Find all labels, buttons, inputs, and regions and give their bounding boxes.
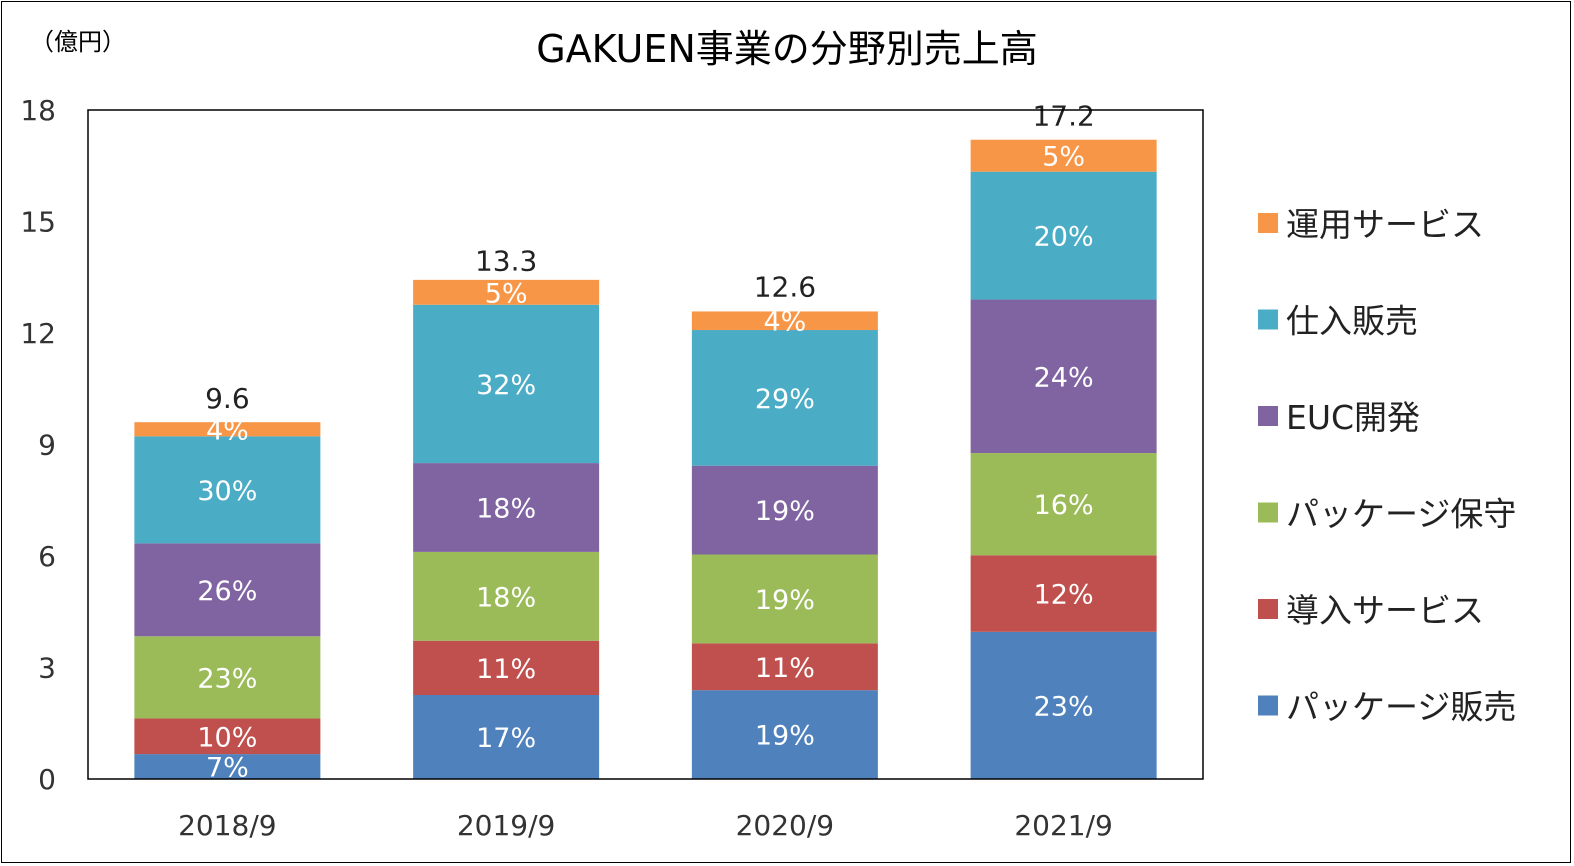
- bar-segment: [134, 718, 321, 755]
- legend-label: 運用サービス: [1286, 205, 1484, 244]
- bar-segment: [134, 436, 321, 544]
- bar-segment: [970, 453, 1157, 556]
- y-tick-label: 9: [38, 429, 56, 462]
- legend-label: 導入サービス: [1286, 591, 1484, 630]
- segment-percent-label: 29%: [755, 384, 815, 415]
- segment-percent-label: 4%: [763, 307, 806, 338]
- segment-percent-label: 4%: [206, 415, 249, 446]
- legend-swatch: [1258, 213, 1278, 233]
- bar-segment: [134, 422, 321, 437]
- legend-label: パッケージ保守: [1286, 495, 1516, 534]
- bar-segment: [970, 299, 1157, 454]
- bar-segment: [970, 139, 1157, 172]
- legend-swatch: [1258, 695, 1278, 716]
- segment-percent-label: 19%: [755, 585, 815, 616]
- segment-percent-label: 5%: [1042, 142, 1085, 173]
- segment-percent-label: 17%: [476, 723, 536, 754]
- x-tick-label: 2018/9: [178, 809, 277, 842]
- y-tick-label: 3: [38, 652, 56, 685]
- legend-swatch: [1258, 406, 1278, 426]
- y-tick-label: 12: [20, 317, 56, 350]
- bar-segment: [413, 640, 600, 696]
- bar-segment: [970, 631, 1157, 779]
- bar-segment: [413, 695, 600, 779]
- legend-label: パッケージ販売: [1286, 688, 1516, 727]
- legend-label: 仕入販売: [1286, 302, 1418, 341]
- segment-percent-label: 11%: [755, 653, 815, 684]
- segment-percent-label: 30%: [197, 476, 257, 507]
- bar-segment: [691, 690, 878, 779]
- bar-segment: [413, 463, 600, 552]
- y-tick-label: 15: [20, 206, 56, 239]
- legend-swatch: [1258, 502, 1278, 523]
- segment-percent-label: 18%: [476, 582, 536, 613]
- segment-percent-label: 11%: [476, 654, 536, 685]
- segment-percent-label: 5%: [485, 278, 528, 309]
- bar-segment: [413, 279, 600, 305]
- segment-percent-label: 24%: [1034, 362, 1094, 393]
- bar-segment: [970, 171, 1157, 300]
- segment-percent-label: 12%: [1034, 580, 1094, 611]
- bar-segment: [970, 555, 1157, 632]
- bar-segment: [413, 551, 600, 641]
- bar-segment: [134, 636, 321, 719]
- legend-swatch: [1258, 309, 1278, 330]
- bar-total-label: 13.3: [475, 245, 537, 278]
- x-tick-label: 2020/9: [736, 809, 835, 842]
- bar-segment: [134, 754, 321, 779]
- segment-percent-label: 16%: [1034, 490, 1094, 521]
- segment-percent-label: 19%: [755, 721, 815, 752]
- segment-percent-label: 19%: [755, 496, 815, 527]
- plot-area: [87, 109, 1204, 780]
- bar-segment: [413, 304, 600, 464]
- bar-segment: [691, 311, 878, 331]
- segment-percent-label: 18%: [476, 493, 536, 524]
- chart-title: GAKUEN事業の分野別売上高: [536, 27, 1038, 71]
- bar-segment: [691, 643, 878, 691]
- y-axis: 0 3 6 9 12 15 18: [20, 94, 56, 796]
- segment-percent-label: 26%: [197, 576, 257, 607]
- plot-border: [87, 109, 1204, 780]
- segment-percent-label: 20%: [1034, 222, 1094, 253]
- segment-percent-label: 10%: [197, 722, 257, 753]
- y-tick-label: 6: [38, 540, 56, 573]
- x-axis: 2018/9 2019/9 2020/9 2021/9: [178, 809, 1113, 842]
- legend-swatch: [1258, 599, 1278, 619]
- bar-segment: [691, 554, 878, 644]
- bars: 7%10%23%26%30%4%9.617%11%18%18%32%5%13.3…: [134, 100, 1157, 784]
- segment-percent-label: 32%: [476, 370, 536, 401]
- y-tick-label: 18: [20, 94, 56, 127]
- legend-label: EUC開発: [1286, 398, 1420, 437]
- bar-total-label: 12.6: [754, 271, 816, 304]
- bar-segment: [134, 543, 321, 637]
- x-tick-label: 2021/9: [1014, 809, 1113, 842]
- y-tick-label: 0: [38, 763, 56, 796]
- bar-segment: [691, 465, 878, 555]
- bar-segment: [691, 330, 878, 466]
- x-tick-label: 2019/9: [457, 809, 556, 842]
- segment-percent-label: 23%: [1034, 691, 1094, 722]
- bar-total-label: 9.6: [205, 382, 250, 415]
- bar-total-label: 17.2: [1032, 100, 1094, 133]
- segment-percent-label: 23%: [197, 663, 257, 694]
- unit-label: （億円）: [30, 28, 126, 56]
